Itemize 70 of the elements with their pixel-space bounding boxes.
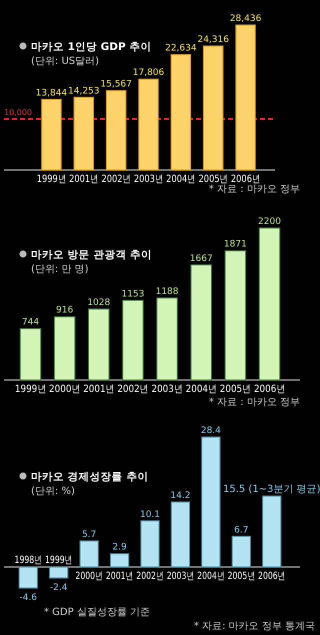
data-label: 1188 [156, 286, 179, 297]
text: 마카오 방문 관광객 추이 [31, 249, 152, 261]
data-label: 1153 [121, 289, 144, 300]
x-tick-label: 2006년 [254, 384, 290, 395]
bar [190, 264, 212, 380]
bar [258, 228, 280, 380]
data-label: 5.7 [82, 530, 96, 540]
x-tick-label: 2003년 [152, 384, 187, 395]
data-label: 1871 [224, 240, 247, 250]
text: 마카오 1인당 GDP 추이 [31, 41, 152, 53]
bar [88, 308, 110, 380]
bar [138, 78, 159, 170]
data-label: 2.9 [112, 542, 127, 553]
bar [224, 250, 246, 380]
bar [201, 436, 220, 568]
data-label: 6.7 [234, 525, 248, 536]
bar [20, 328, 42, 380]
data-label: 10.1 [140, 510, 160, 520]
bar [106, 90, 126, 170]
bar [80, 540, 99, 568]
x-tick-label: 2002년 [117, 384, 153, 395]
data-label: 15,567 [100, 80, 132, 90]
data-label: 1028 [87, 298, 111, 308]
data-label: -2.4 [50, 582, 68, 593]
data-label: 2200 [258, 217, 282, 227]
data-label: 14,253 [68, 86, 100, 96]
data-label: 15.5 (1~3분기 평균) [222, 484, 320, 496]
data-label: 1667 [190, 254, 213, 264]
data-label: 28.4 [200, 426, 222, 436]
x-tick-label: 2005년 [220, 384, 256, 395]
bar [170, 502, 190, 568]
bar [262, 496, 282, 568]
bar [203, 46, 224, 170]
bar [156, 297, 178, 380]
bar [170, 54, 192, 170]
x-tick-label: 2001년 [83, 384, 119, 395]
bar [18, 566, 38, 589]
data-label: 14.2 [170, 491, 190, 501]
x-tick-label: 2006년 [258, 571, 294, 582]
bar [232, 536, 251, 568]
bar [49, 566, 68, 578]
data-label: -4.6 [19, 593, 38, 604]
text: * 자료 : 마카오 정부 [208, 397, 300, 408]
bar [140, 520, 160, 568]
data-label: 24,316 [197, 35, 230, 46]
text: (단위: %) [31, 486, 75, 497]
text: * 자료: 마카오 정부 통계국 [194, 621, 315, 632]
ref-line-label: 10,000 [4, 108, 32, 118]
data-label: 22,634 [165, 44, 197, 54]
data-label: 13,844 [36, 88, 68, 98]
bar [54, 316, 76, 380]
bar [41, 98, 62, 170]
bar [74, 96, 94, 170]
text: * 자료 : 마카오 정부 [208, 184, 300, 195]
x-tick-label: 1999년 [14, 384, 50, 395]
x-tick-label: 2000년 [49, 384, 85, 395]
bar [235, 24, 256, 170]
data-label: 916 [56, 306, 74, 316]
x-tick-label: 2006년 [230, 174, 266, 185]
data-label: 744 [22, 318, 40, 328]
x-tick-label: 2004년 [186, 384, 222, 395]
bar [110, 553, 130, 568]
text: * GDP 실질성장률 기준 [44, 607, 150, 618]
bar [122, 300, 144, 380]
text: (단위: US달러) [31, 56, 100, 67]
data-label: 17,806 [132, 68, 165, 78]
x-tick-label: 1999년 [44, 555, 80, 566]
text: 마카오 경제성장률 추이 [31, 471, 148, 483]
data-label: 28,436 [230, 14, 262, 24]
text: (단위: 만 명) [31, 264, 89, 275]
